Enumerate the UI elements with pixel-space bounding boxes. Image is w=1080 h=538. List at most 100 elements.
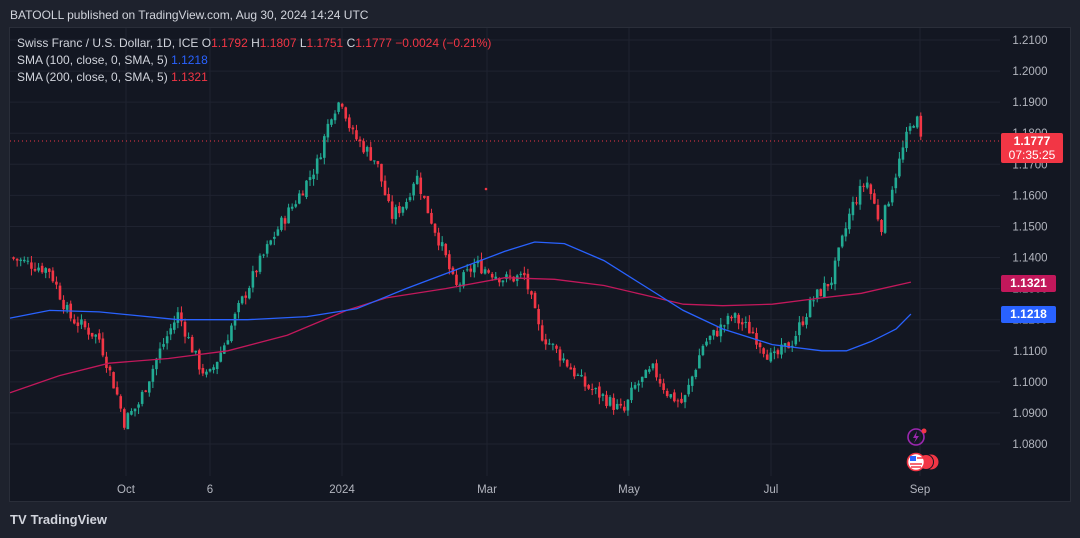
candle-body [19,259,23,261]
legend-sma200-row[interactable]: SMA (200, close, 0, SMA, 5) 1.1321 [17,69,491,86]
chart-legend: Swiss Franc / U.S. Dollar, 1D, ICE O1.17… [17,35,491,86]
candle-body [730,316,733,319]
candle-body [55,281,58,285]
candle-body [480,259,483,274]
low-value: 1.1751 [306,36,344,50]
candle-body [483,269,487,274]
chart-grid [10,28,1000,476]
candle-body [523,272,526,276]
candle-body [44,268,48,273]
countdown-timer: 07:35:25 [1008,148,1056,162]
candle-body [87,327,90,335]
candle-body [458,284,462,286]
price-tick-label: 1.0800 [1012,439,1047,451]
candle-body [848,213,851,230]
candle-body [383,180,387,196]
candle-body [462,272,465,287]
candle-body [587,385,590,389]
time-tick-label: Mar [477,484,497,496]
close-value: 1.1777 [355,36,392,50]
candle-body [119,396,123,409]
legend-sma100-row[interactable]: SMA (100, close, 0, SMA, 5) 1.1218 [17,52,491,69]
candle-body [548,343,551,345]
candle-body [97,333,101,340]
candle-body [312,174,315,179]
candle-body [755,333,758,345]
candle-body [776,350,780,355]
candle-body [912,126,915,128]
candle-body [108,366,112,371]
candle-body [576,374,580,376]
candle-body [430,212,433,224]
open-value: 1.1792 [211,36,248,50]
candle-body [419,177,423,194]
candle-body [819,289,823,297]
candle-body [390,201,394,219]
candle-body [773,351,776,354]
candle-body [340,103,344,107]
candle-body [673,392,676,402]
candle-body [669,394,673,398]
candle-body [908,126,912,131]
time-tick-label: 6 [207,484,213,496]
candle-body [147,381,151,393]
candle-body [533,292,537,309]
lightning-event-icon[interactable] [907,428,927,446]
candle-body [837,247,840,261]
candle-body [80,319,83,325]
last-price-box: 1.1777 07:35:25 [1001,133,1063,163]
us-flag-event-icon[interactable] [906,452,939,472]
candle-body [358,139,362,142]
price-tick-label: 1.2100 [1012,35,1047,47]
candle-body [855,202,858,204]
candle-body [237,302,240,313]
candle-body [15,258,19,261]
candle-body [633,385,637,389]
publisher-text: BATOOLL published on TradingView.com, Au… [10,8,369,22]
sma100-label: SMA (100, close, 0, SMA, 5) [17,53,168,67]
candle-body [469,268,473,272]
price-tick-label: 1.2000 [1012,66,1047,78]
candle-body [105,356,108,369]
time-axis: Oct 6 2024 Mar May Jul Sep [117,484,930,496]
tradingview-logo-icon: TV [10,512,27,527]
symbol-name[interactable]: Swiss Franc / U.S. Dollar, 1D, ICE [17,36,199,50]
candle-body [244,295,248,298]
candle-body [76,322,80,326]
candle-body [769,352,773,362]
candle-body [683,395,687,403]
candle-body [715,330,719,337]
candle-body [808,299,812,318]
candle-body [162,344,165,347]
candle-body [737,314,740,324]
candle-body [258,255,262,272]
candle-body [794,336,798,345]
candle-body [840,235,844,247]
time-tick-label: Sep [910,484,930,496]
candle-body [165,336,169,344]
candle-body [215,361,219,370]
candle-body [598,386,601,398]
candle-body [823,282,826,298]
candle-body [455,274,458,285]
candle-body [701,345,705,356]
candle-body [365,146,369,152]
candles [12,101,923,430]
candle-body [880,220,883,233]
candle-body [505,274,508,279]
candle-body [858,185,862,205]
candle-body [112,372,115,389]
tradingview-footer[interactable]: TV TradingView [10,512,107,527]
candle-body [12,257,15,259]
candle-body [765,354,769,360]
candle-body [708,335,712,340]
candle-body [155,358,158,370]
candle-body [373,160,376,162]
time-tick-label: Oct [117,484,136,496]
candle-body [805,316,808,325]
candle-body [812,300,815,302]
chart-area[interactable] [9,27,1071,502]
candle-body [676,400,680,402]
candle-body [594,388,598,390]
